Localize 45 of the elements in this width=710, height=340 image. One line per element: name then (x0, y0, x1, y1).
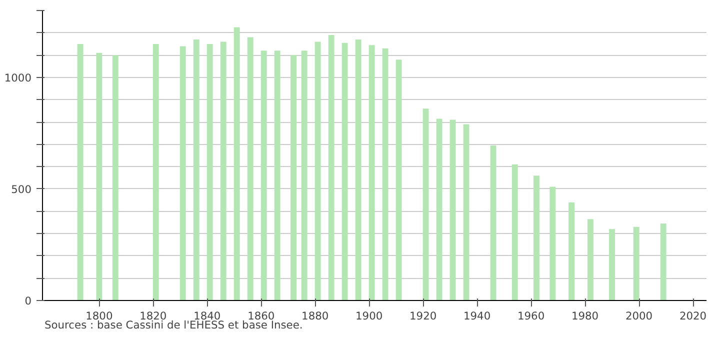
bar (450, 120, 456, 300)
bar (609, 229, 615, 300)
bar (382, 48, 388, 300)
bar (533, 176, 540, 300)
bar (660, 224, 666, 300)
bar (112, 55, 118, 300)
bar (587, 219, 594, 300)
bar (463, 124, 470, 300)
bar (396, 60, 402, 300)
bar (206, 44, 213, 300)
bar (490, 145, 496, 300)
bar (342, 42, 348, 300)
bar (193, 40, 200, 300)
bar (512, 164, 518, 300)
x-tick-label: 1980 (571, 310, 599, 322)
x-tick-label: 1940 (464, 310, 491, 322)
bar (328, 35, 334, 300)
bar (96, 52, 102, 300)
bar (314, 42, 321, 300)
bar (436, 118, 442, 300)
x-tick-label: 2000 (625, 310, 653, 322)
bar (152, 44, 159, 300)
y-tick-label: 0 (24, 294, 32, 308)
x-tick-label: 1900 (356, 310, 383, 322)
x-tick-label: 2020 (679, 310, 707, 322)
y-tick-label: 500 (11, 182, 32, 196)
bar (422, 108, 429, 300)
bar (234, 27, 240, 300)
bar (77, 44, 84, 300)
bar (180, 46, 186, 300)
x-tick-label: 1920 (410, 310, 437, 322)
bar (274, 50, 280, 300)
bar (290, 55, 296, 300)
bar (247, 37, 254, 300)
y-tick-label: 1000 (4, 71, 32, 84)
bar (568, 202, 575, 300)
x-tick-label: 1960 (517, 310, 545, 322)
bar (368, 45, 375, 300)
bar (550, 186, 556, 300)
bar (260, 50, 267, 300)
bar (633, 226, 640, 300)
x-tick-label: 1880 (302, 310, 329, 322)
bar (355, 40, 362, 300)
bar (220, 42, 226, 300)
bar (301, 50, 308, 300)
